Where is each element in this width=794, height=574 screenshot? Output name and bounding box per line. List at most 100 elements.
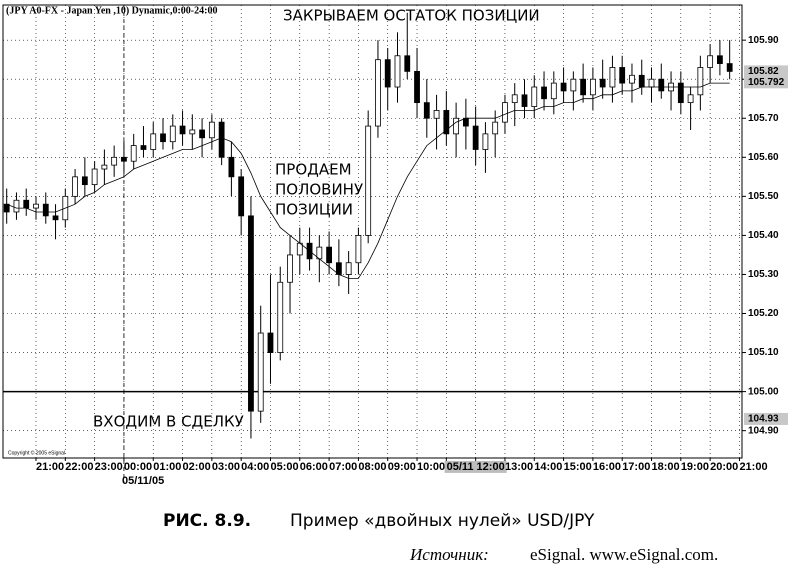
candle-body [521,94,528,107]
x-tick-label: 03:00 [212,461,240,473]
candle-body [355,235,362,264]
candle-body [570,78,577,92]
price-label: 105.792 [748,77,785,88]
annotation: ПОЛОВИНУ [275,181,363,199]
x-tick-label: 21:00 [36,461,64,473]
y-tick-label: 105.30 [748,269,779,280]
candle-body [443,110,450,135]
candle-body [687,94,694,104]
y-tick-label: 105.70 [748,113,779,124]
x-tick-label: 20:00 [710,461,738,473]
caption-label: РИС. 8.9. [163,511,251,531]
y-tick-label: 105.90 [748,35,779,46]
candle-body [199,129,205,139]
candle-body [238,176,245,217]
x-tick-label: 15:00 [564,461,592,473]
candle-body [33,203,39,209]
y-tick-label: 105.20 [748,308,779,319]
candle-body [121,156,127,162]
candle-body [502,102,508,123]
candle-body [531,86,538,107]
x-tick-label: 00:00 [124,461,152,473]
candle-body [91,168,98,186]
candle-body [629,74,635,84]
candle-body [375,59,381,127]
candle-body [326,246,333,264]
x-tick-label: 19:00 [681,461,709,473]
candle-body [248,215,254,412]
y-tick-label: 105.50 [748,191,779,202]
candle-body [169,125,176,143]
candle-body [228,156,235,178]
candle-body [638,74,645,88]
y-tick-label: 105.10 [748,347,779,358]
candle-body [511,94,518,104]
candle-body [677,82,684,104]
x-tick-label: 21:00 [739,461,767,473]
candle-body [453,117,460,135]
candle-body [414,70,420,104]
y-tick-label: 104.90 [748,425,779,436]
candle-body [560,82,567,92]
candle-body [482,133,489,150]
x-tick-label: 16:00 [593,461,621,473]
chart-title: (JPY A0-FX - Japan Yen ,10) Dynamic,0:00… [6,5,217,16]
candle-body [697,67,704,96]
source-label: Источник: [409,545,489,564]
candle-body [717,55,723,64]
x-tick-label: 06:00 [300,461,328,473]
candle-body [140,145,147,150]
highlight-box [444,460,507,473]
y-tick-label: 105.00 [748,386,779,397]
candle-body [423,102,430,119]
candle-body [218,121,225,158]
source: eSignal. www.eSignal.com. [530,545,718,564]
x-tick-label: 10:00 [417,461,445,473]
copyright: Copyright © 2005 eSignal [8,449,65,456]
date-label: 05/11/05 [122,475,164,487]
candle-body [3,203,10,213]
annotation: ПОЗИЦИИ [275,201,353,219]
plot-frame [2,4,743,459]
candle-body [658,78,665,92]
x-tick-label: 14:00 [534,461,562,473]
candle-body [111,156,118,166]
candle-body [619,67,626,84]
candle-body [42,203,49,217]
candle-body [472,125,479,150]
candle-body [599,78,606,88]
candle-body [81,176,88,186]
candle-body [179,125,186,135]
candle-body [365,125,372,236]
x-tick-label: 07:00 [329,461,357,473]
moving-average [6,82,730,279]
candle-body [72,176,78,197]
candle-body [541,86,547,100]
x-tick-label: 23:00 [95,461,123,473]
x-tick-label: 05:00 [270,461,298,473]
annotation: ЗАКРЫВАЕМ ОСТАТОК ПОЗИЦИИ [283,7,540,25]
y-tick-label: 105.40 [748,230,779,241]
y-tick-label: 105.60 [748,152,779,163]
annotation: ПРОДАЕМ [275,161,352,179]
candle-body [580,78,587,96]
candle-body [13,199,20,213]
candle-body [257,332,264,412]
candle-body [492,121,499,135]
candle-body [726,63,733,72]
price-label-box [744,412,788,425]
candle-body [404,55,411,72]
candle-body [160,133,166,143]
candle-body [462,117,469,127]
x-tick-label: 18:00 [652,461,680,473]
x-tick-label: 02:00 [183,461,211,473]
x-tick-label: 05/11 12:00 [447,461,505,473]
price-label: 105.82 [748,66,779,77]
candle-body [433,110,440,119]
price-label: 104.93 [748,414,779,425]
candle-body [550,82,557,100]
annotation: ВХОДИМ В СДЕЛКУ [93,413,244,431]
candle-body [345,262,352,275]
x-tick-label: 17:00 [622,461,650,473]
